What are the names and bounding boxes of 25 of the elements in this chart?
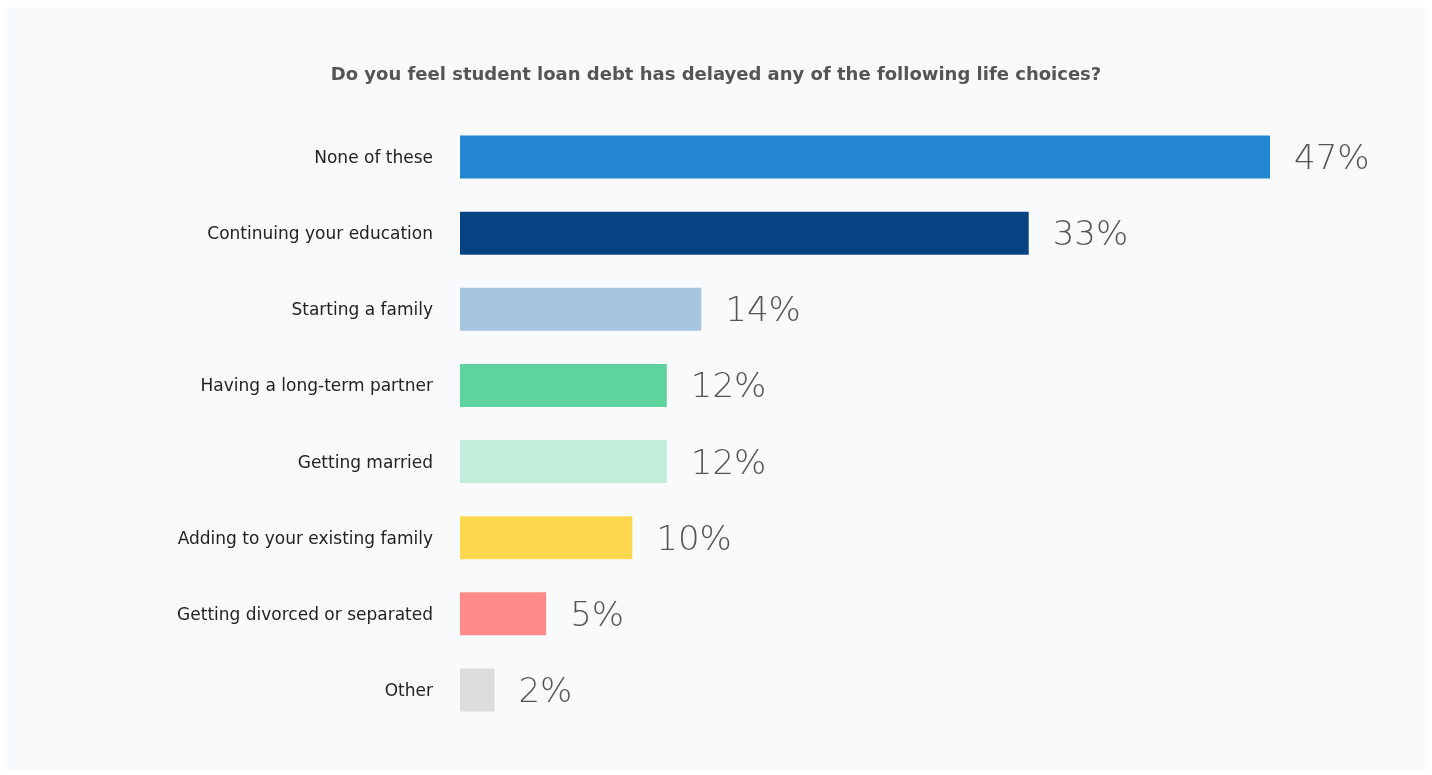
y-tick-label: Adding to your existing family (177, 527, 433, 548)
bar (460, 592, 547, 636)
y-tick-label: Getting divorced or separated (177, 603, 433, 624)
bar (460, 363, 667, 407)
data-label: 12% (690, 441, 767, 482)
bar (460, 668, 495, 712)
data-label: 12% (690, 365, 767, 406)
data-label: 33% (1052, 213, 1129, 254)
bar (460, 440, 667, 484)
data-label: 5% (570, 593, 625, 634)
data-label: 14% (725, 289, 801, 330)
y-tick-label: None of these (314, 147, 433, 168)
y-tick-label: Having a long-term partner (200, 375, 434, 396)
y-tick-label: Other (384, 679, 433, 700)
chart-title: Do you feel student loan debt has delayed any of the following life choices? (330, 62, 1102, 84)
y-tick-label: Getting married (297, 451, 433, 472)
bar (460, 211, 1029, 255)
data-label: 10% (656, 517, 732, 558)
y-tick-label: Starting a family (291, 299, 433, 320)
y-tick-label: Continuing your education (207, 223, 433, 244)
data-label: 47% (1294, 137, 1370, 178)
data-label: 2% (518, 669, 573, 710)
bar (460, 135, 1270, 179)
bar (460, 516, 633, 560)
bar (460, 287, 702, 331)
